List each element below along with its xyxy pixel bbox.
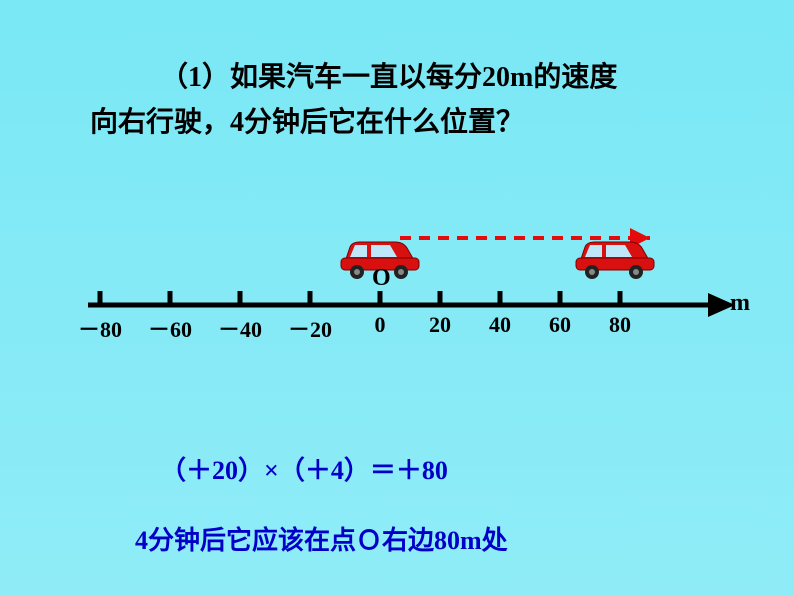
tick-label: 40 [489,312,511,338]
tick-label: －60 [148,312,192,344]
origin-label: O [372,265,391,292]
tick-label: 60 [549,312,571,338]
tick-label: 80 [609,312,631,338]
tick-label: －40 [218,312,262,344]
tick-label: 20 [429,312,451,338]
car-end [570,232,660,277]
question-line1: （1）如果汽车一直以每分20m的速度 [160,62,617,93]
diagram-svg [70,190,750,390]
tick-label: －20 [288,312,332,344]
question-line2: 向右行驶，4分钟后它在什么位置？ [90,107,524,138]
equation-text: （＋20）×（＋4）＝＋80 [160,450,448,487]
tick-label: －80 [78,312,122,344]
answer-text: 4分钟后它应该在点Ｏ右边80m处 [135,520,508,557]
question-text: （1）如果汽车一直以每分20m的速度 向右行驶，4分钟后它在什么位置？ [90,56,710,146]
tick-label: 0 [375,312,386,338]
unit-label: m [730,290,750,317]
number-line-diagram: O m －80 －60 －40 －20 0 20 40 60 80 [70,190,750,390]
car-icon [570,232,660,280]
